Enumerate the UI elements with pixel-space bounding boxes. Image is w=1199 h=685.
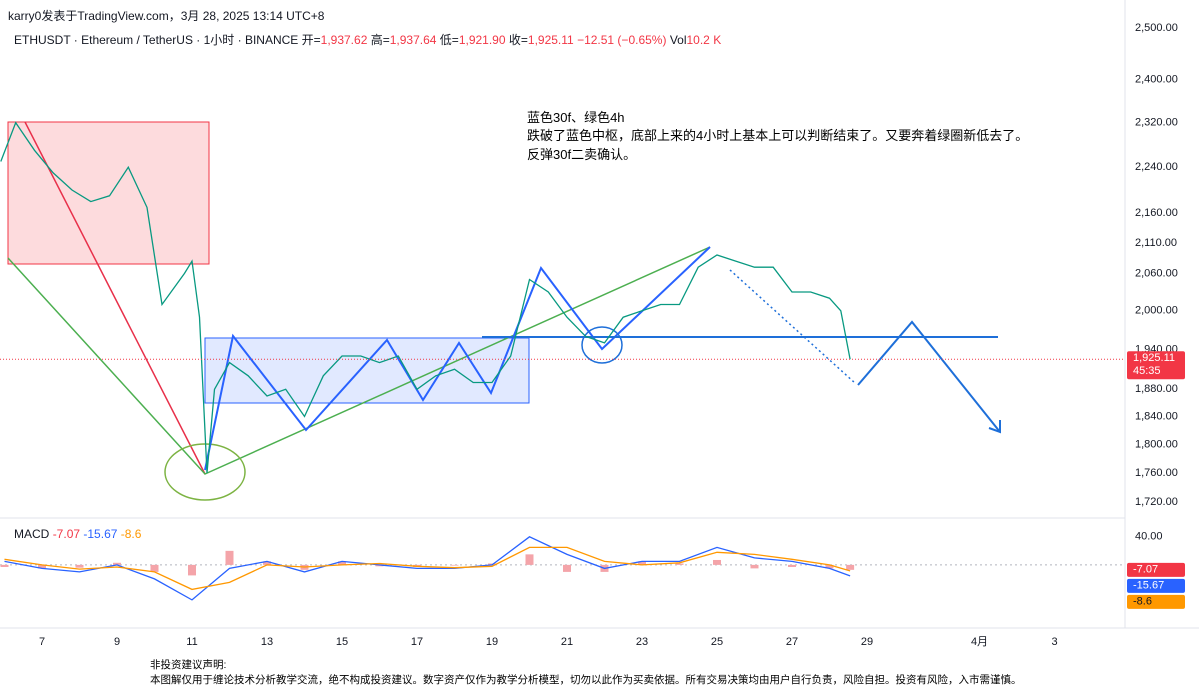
symbol-line: ETHUSDT · Ethereum / TetherUS · 1小时 · BI… <box>14 31 721 48</box>
y-tick-label: 2,160.00 <box>1135 207 1178 219</box>
info-value: −12.51 (−0.65%) <box>577 33 667 47</box>
y-tick-label: 40.00 <box>1135 531 1163 543</box>
y-tick-label: 1,760.00 <box>1135 467 1178 479</box>
histogram-bar <box>788 564 796 567</box>
blue-circle <box>581 326 623 364</box>
y-tick-label: 1,880.00 <box>1135 383 1178 395</box>
drawings <box>7 121 1001 501</box>
x-tick-label: 29 <box>861 636 873 648</box>
info-label: Vol <box>669 33 687 47</box>
histogram-bar <box>375 564 384 567</box>
annotation: 反弹30f二卖确认。 <box>527 147 637 162</box>
histogram-bar <box>638 561 646 565</box>
y-tick-label: 2,320.00 <box>1135 117 1178 129</box>
histogram-bar <box>846 564 855 570</box>
y-tick-label: 2,110.00 <box>1135 237 1177 249</box>
y-tick-label: 1,840.00 <box>1135 410 1178 422</box>
macd-title: MACD <box>14 527 50 541</box>
info-label: 低= <box>439 33 459 47</box>
y-tick-label: 1,720.00 <box>1135 496 1178 508</box>
histogram-bar <box>525 554 534 565</box>
green-circle <box>164 443 246 501</box>
countdown: 45:35 <box>1133 365 1161 377</box>
legend-value: -8.6 <box>120 527 142 541</box>
price-line <box>0 121 851 473</box>
y-tick-label: 1,800.00 <box>1135 438 1178 450</box>
last-price-badge <box>1127 351 1185 380</box>
green-stroke <box>7 246 711 475</box>
histogram-bar <box>825 564 834 569</box>
x-tick-label: 15 <box>336 636 348 648</box>
info-label: 收= <box>508 33 528 47</box>
y-tick-label: 2,060.00 <box>1135 267 1178 279</box>
x-tick-label: 23 <box>636 636 648 648</box>
last-price-label: 1,925.11 <box>1133 352 1175 364</box>
x-tick-label: 3 <box>1051 636 1057 648</box>
info-label: 开= <box>301 33 321 47</box>
publish-info: karry0发表于TradingView.com，3月 28, 2025 13:… <box>8 9 325 23</box>
value-badge <box>1127 594 1185 609</box>
y-tick-label: 2,000.00 <box>1135 305 1178 317</box>
arrow-head <box>988 420 1001 434</box>
histogram-bar <box>338 561 346 565</box>
macd-line <box>4 536 851 601</box>
histogram-bar <box>38 564 46 569</box>
y-tick-label: 2,240.00 <box>1135 161 1178 173</box>
histogram-bar <box>563 564 571 572</box>
x-tick-label: 21 <box>561 636 573 648</box>
histogram-bar <box>263 561 271 565</box>
x-tick-label: 9 <box>114 636 120 648</box>
legend-value: -15.67 <box>83 527 118 541</box>
info-label: 高= <box>370 33 390 47</box>
y-tick-label: 2,500.00 <box>1135 22 1178 34</box>
blue-box <box>204 337 530 404</box>
info-value: 10.2 K <box>686 33 722 47</box>
macd-line <box>4 546 851 591</box>
histogram-bar <box>113 562 121 565</box>
x-tick-label: 17 <box>411 636 423 648</box>
info-value: 1,921.90 <box>458 33 506 47</box>
legend-value: -7.07 <box>52 527 81 541</box>
blue-stroke <box>204 246 711 471</box>
red-stroke <box>24 121 206 475</box>
value-badge-label: -8.6 <box>1133 596 1152 608</box>
x-tick-label: 11 <box>186 636 197 648</box>
histogram-bar <box>750 564 759 569</box>
value-badge <box>1127 578 1185 593</box>
histogram-bar <box>75 564 84 568</box>
value-badge-label: -7.07 <box>1133 564 1158 576</box>
histogram-bar <box>675 563 684 565</box>
x-tick-label: 7 <box>39 636 45 648</box>
info-value: 1,925.11 <box>527 33 574 47</box>
info-value: 1,937.62 <box>320 33 368 47</box>
histogram-bar <box>188 564 196 576</box>
x-tick-label: 25 <box>711 636 723 648</box>
histogram-bar <box>0 564 9 567</box>
disclaimer: 本图解仅用于缠论技术分析教学交流，绝不构成投资建议。数字资产仅作为教学分析模型，… <box>150 674 1022 685</box>
disclaimer-title: 非投资建议声明: <box>150 659 227 671</box>
info-value: 1,937.64 <box>389 33 437 47</box>
x-tick-label: 13 <box>261 636 273 648</box>
x-tick-label: 19 <box>486 636 498 648</box>
red-box <box>7 121 210 265</box>
x-tick-label: 4月 <box>971 636 988 648</box>
value-badge-label: -15.67 <box>1133 580 1164 592</box>
annotation: 跌破了蓝色中枢，底部上来的4小时上基本上可以判断结束了。又要奔着绿圈新低去了。 <box>527 128 1029 143</box>
macd-legend: MACD -7.07 -15.67 -8.6 <box>14 527 141 541</box>
projection-arrow <box>857 320 1001 433</box>
symbol: ETHUSDT · Ethereum / TetherUS · 1小时 · BI… <box>14 33 299 47</box>
y-tick-label: 2,400.00 <box>1135 74 1178 86</box>
value-badge <box>1127 562 1185 577</box>
histogram-bar <box>225 550 234 565</box>
dotted-projection <box>729 269 856 384</box>
annotation: 蓝色30f、绿色4h <box>527 110 625 125</box>
histogram-bar <box>713 559 721 565</box>
histogram-bar <box>150 564 159 572</box>
x-tick-label: 27 <box>786 636 798 648</box>
histogram-bar <box>450 564 459 566</box>
